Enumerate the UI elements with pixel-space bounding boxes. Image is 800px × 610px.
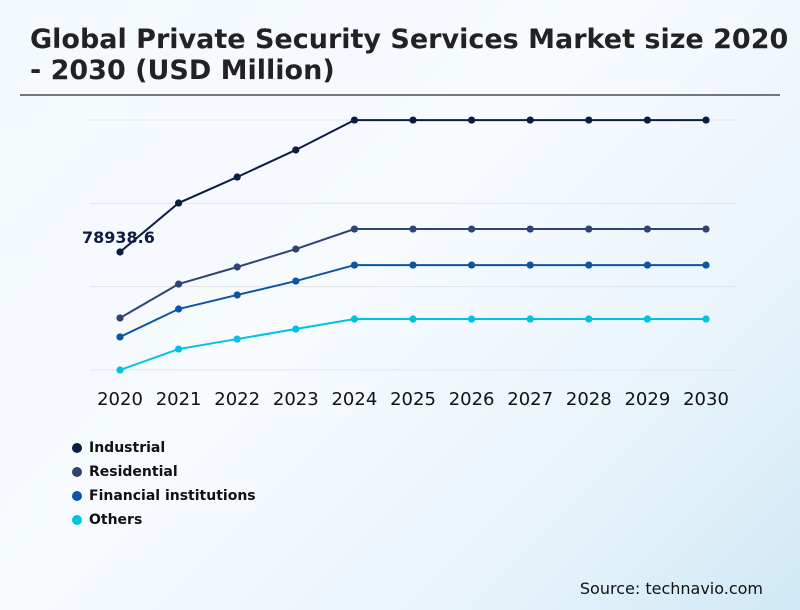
legend-item: Residential <box>72 460 256 484</box>
series-line-others <box>119 318 706 371</box>
data-point <box>292 277 300 285</box>
x-tick-label: 2025 <box>390 389 436 410</box>
x-tick-label: 2027 <box>507 389 553 410</box>
data-point <box>175 280 183 288</box>
legend-label: Residential <box>89 464 178 480</box>
legend-item: Industrial <box>72 436 256 460</box>
data-point <box>350 225 358 233</box>
data-point <box>350 315 358 323</box>
data-point <box>292 245 300 253</box>
data-label: 78938.6 <box>82 228 155 247</box>
x-tick-label: 2028 <box>566 389 612 410</box>
x-tick-label: 2022 <box>214 389 260 410</box>
data-point <box>585 116 593 124</box>
data-point <box>175 305 183 313</box>
data-point <box>468 261 476 269</box>
data-point <box>409 315 417 323</box>
data-point <box>526 116 534 124</box>
legend-item: Financial institutions <box>72 484 256 508</box>
line-chart: 2020 2021 2022 2023 2024 2025 2026 2027 2028 2029… <box>82 116 736 410</box>
data-point <box>643 315 652 323</box>
data-point <box>643 116 652 124</box>
x-tick-label: 2030 <box>683 389 729 410</box>
legend-item: Others <box>72 508 256 532</box>
data-point <box>292 146 300 154</box>
title-divider <box>20 94 780 96</box>
x-tick-label: 2029 <box>624 389 670 410</box>
x-tick-label: 2020 <box>97 389 143 410</box>
data-point <box>702 315 710 323</box>
data-point <box>585 261 593 269</box>
data-point <box>292 325 300 333</box>
legend-label: Industrial <box>89 440 166 456</box>
data-point <box>643 261 652 269</box>
chart-title: Global Private Security Services Market … <box>30 24 789 86</box>
x-tick-label: 2024 <box>331 389 377 410</box>
legend-label: Others <box>89 512 143 528</box>
source-label: Source: technavio.com <box>579 579 763 598</box>
data-point <box>702 116 710 124</box>
data-point <box>350 116 358 124</box>
data-point <box>116 314 124 322</box>
legend-marker-icon <box>72 491 82 501</box>
data-point <box>468 225 476 233</box>
data-point <box>468 116 476 124</box>
data-point <box>409 225 417 233</box>
data-point <box>643 225 652 233</box>
data-point <box>233 173 241 181</box>
data-point <box>702 225 710 233</box>
legend-marker-icon <box>72 443 82 453</box>
data-point <box>116 248 124 256</box>
x-tick-label: 2026 <box>449 389 495 410</box>
x-tick-label: 2023 <box>273 389 319 410</box>
data-point <box>350 261 358 269</box>
data-point <box>526 225 534 233</box>
data-point <box>702 261 710 269</box>
legend-label: Financial institutions <box>89 488 256 504</box>
data-point <box>526 261 534 269</box>
data-point <box>233 291 241 299</box>
data-point <box>585 315 593 323</box>
data-point <box>175 199 183 207</box>
data-point <box>468 315 476 323</box>
data-point <box>116 333 124 341</box>
data-point <box>585 225 593 233</box>
data-point <box>526 315 534 323</box>
legend-marker-icon <box>72 515 82 525</box>
data-point <box>233 335 241 343</box>
data-point <box>233 263 241 271</box>
legend-marker-icon <box>72 467 82 477</box>
data-point <box>409 116 417 124</box>
data-point <box>116 366 124 374</box>
data-point <box>175 345 183 353</box>
series-line-residential <box>119 228 706 319</box>
legend: Industrial Residential Financial instituti… <box>72 436 256 532</box>
data-point <box>409 261 417 269</box>
x-tick-label: 2021 <box>156 389 202 410</box>
